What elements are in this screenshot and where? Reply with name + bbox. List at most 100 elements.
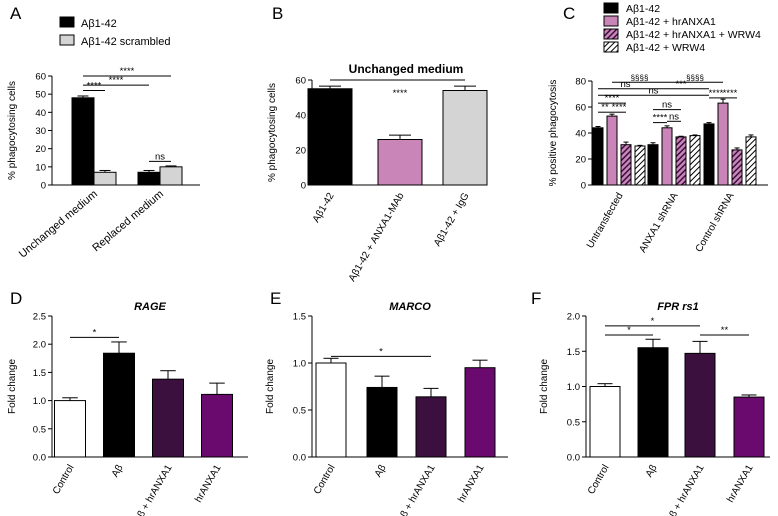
legend-a: Aβ1-42 Aβ1-42 scrambled xyxy=(59,16,170,48)
bar-d xyxy=(54,400,86,458)
chart-f: 0.0 0.5 1.0 1.5 2.0 Fold change FPR rs1 Control… xyxy=(539,301,770,516)
y-tick-label-d: 0.0 xyxy=(33,453,46,464)
y-tick-label-b: 40 xyxy=(295,111,306,122)
x-tick-label-d: hrANXA1 xyxy=(193,463,224,505)
chart-title-f: FPR rs1 xyxy=(657,301,699,313)
bar-f xyxy=(637,347,669,458)
x-tick-label-f: hrANXA1 xyxy=(725,463,756,505)
y-tick-label-d: 0.5 xyxy=(33,424,46,435)
sig-label-c: **** xyxy=(723,88,738,99)
y-axis-title-a: % phagocytosing cells xyxy=(7,81,18,180)
y-axis-title-e: Fold change xyxy=(265,359,276,414)
sig-label-f: ** xyxy=(721,325,729,336)
sig-label-c: **** xyxy=(605,93,620,104)
chart-d: 0.0 0.5 1.0 1.5 2.0 2.5 Fold change RAGE Control… xyxy=(7,301,248,516)
sig-label-a: **** xyxy=(87,81,102,92)
sig-label-a: **** xyxy=(109,75,124,86)
y-tick-label-f: 1.0 xyxy=(567,382,580,393)
x-tick-label-d: Aβ + hrANXA1 xyxy=(132,463,174,516)
bar-f xyxy=(589,386,621,458)
y-tick-label-a: 60 xyxy=(35,72,46,83)
x-tick-label-e: Control xyxy=(312,463,338,496)
sig-label-c: §§§§ xyxy=(631,73,649,82)
sig-label-c: **** xyxy=(653,113,668,124)
y-axis-title-c: % positive phagocytosis xyxy=(548,80,559,187)
bar-a xyxy=(137,171,161,186)
chart-c: 0 20 40 60 80 % positive phagocytosis Untransf… xyxy=(548,73,768,255)
bar-c xyxy=(634,145,646,186)
panel-letter-e: E xyxy=(270,289,281,308)
legend-c-swatch-2 xyxy=(603,15,619,27)
y-tick-label-a: 50 xyxy=(35,90,46,101)
bar-e xyxy=(415,396,447,458)
sig-label-c: ns xyxy=(669,111,679,122)
panel-letter-f: F xyxy=(531,289,541,308)
legend-c-label-4: Aβ1-42 + WRW4 xyxy=(626,42,705,54)
legend-c: Aβ1-42 Aβ1-42 + hrANXA1 Aβ1-42 + hrANXA1… xyxy=(603,2,761,54)
y-tick-label-b: 20 xyxy=(295,146,306,157)
bar-e xyxy=(464,367,496,458)
x-tick-label-d: Aβ xyxy=(110,463,126,479)
sig-label-b: **** xyxy=(393,88,408,99)
y-tick-label-b: 0 xyxy=(301,181,306,192)
sig-label-c: **** xyxy=(612,102,627,113)
x-tick-label-c: ANXA1 shRNA xyxy=(637,191,680,255)
bar-d xyxy=(201,393,233,458)
sig-label-c: **** xyxy=(709,88,724,99)
x-tick-label-f: Control xyxy=(586,463,612,496)
bar-b xyxy=(377,139,423,186)
y-tick-label-c: 60 xyxy=(575,103,586,114)
bar-c xyxy=(689,135,701,186)
x-tick-label-c: Untransfected xyxy=(585,191,626,250)
bar-a xyxy=(159,166,183,186)
y-tick-label-c: 80 xyxy=(575,77,586,88)
sig-label-c: ns xyxy=(620,79,630,90)
y-tick-label-b: 60 xyxy=(295,76,306,87)
y-tick-label-e: 0.5 xyxy=(293,406,306,417)
x-tick-label-e: Aβ + hrANXA1 xyxy=(395,463,437,516)
bar-f xyxy=(684,352,716,458)
chart-a: 0 10 20 30 40 50 60 % phagocytosing cells Unchan… xyxy=(7,66,200,261)
bar-e xyxy=(366,386,398,458)
sig-label-a: ns xyxy=(155,151,165,162)
bar-d xyxy=(152,378,184,458)
sig-label-c: §§§§ xyxy=(686,73,704,82)
bar-c xyxy=(717,102,729,186)
legend-a-label-2: Aβ1-42 scrambled xyxy=(81,36,170,48)
legend-c-swatch-1 xyxy=(603,2,619,14)
x-tick-label-c: Control shRNA xyxy=(694,191,737,255)
x-tick-label-b: Aβ1-42 + ANXA1-MAb xyxy=(347,191,407,284)
sig-label-f: * xyxy=(627,325,631,336)
y-tick-label-f: 1.5 xyxy=(567,347,580,358)
bar-c xyxy=(647,144,659,186)
y-tick-label-c: 40 xyxy=(575,129,586,140)
y-tick-label-d: 1.0 xyxy=(33,396,46,407)
y-tick-label-f: 2.0 xyxy=(567,312,580,323)
bar-c xyxy=(703,123,715,186)
y-axis-title-d: Fold change xyxy=(7,359,18,414)
sig-label-a: **** xyxy=(120,66,135,77)
bar-b xyxy=(442,90,488,186)
y-tick-label-a: 0 xyxy=(41,181,46,192)
sig-label-e: * xyxy=(379,346,383,357)
x-tick-label-b: Aβ1-42 xyxy=(311,191,337,225)
y-axis-title-b: % phagocytosing cells xyxy=(267,83,278,182)
bar-b xyxy=(307,88,353,186)
y-tick-label-f: 0.5 xyxy=(567,417,580,428)
y-tick-label-e: 1.0 xyxy=(293,359,306,370)
x-tick-label-a: Replaced medium xyxy=(90,188,166,254)
panel-letter-d: D xyxy=(10,289,22,308)
legend-a-swatch-1 xyxy=(59,16,75,28)
panel-letter-a: A xyxy=(10,4,22,23)
y-tick-label-d: 2.5 xyxy=(33,312,46,323)
sig-label-c: ns xyxy=(648,85,658,96)
sig-label-d: * xyxy=(93,327,97,338)
y-tick-label-e: 1.5 xyxy=(293,312,306,323)
panel-letter-b: B xyxy=(272,4,283,23)
legend-c-swatch-3 xyxy=(603,28,619,40)
bar-a xyxy=(71,97,95,186)
bar-c xyxy=(620,144,632,186)
legend-a-swatch-2 xyxy=(59,34,75,46)
bar-e xyxy=(315,362,347,458)
